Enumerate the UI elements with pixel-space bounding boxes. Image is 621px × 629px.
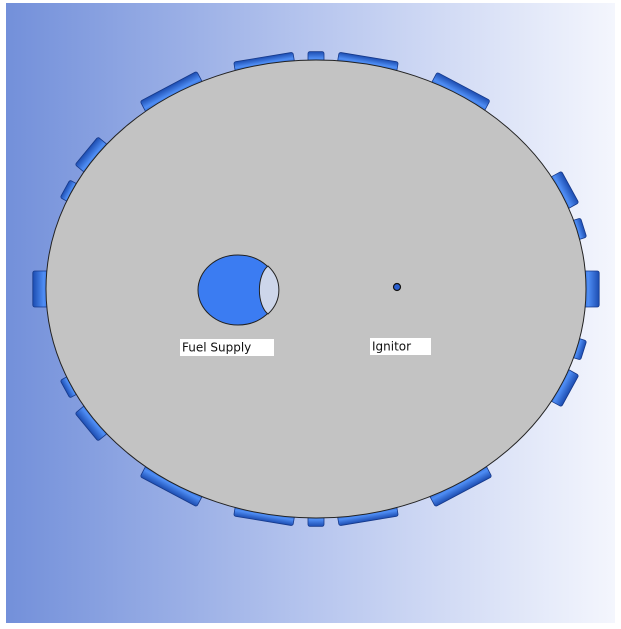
plate — [45, 59, 587, 519]
label-box — [370, 338, 431, 355]
ignitor-label: Ignitor — [372, 340, 411, 354]
fuel-supply-label: Fuel Supply — [182, 341, 251, 355]
label-box — [180, 339, 274, 356]
ignitor-hole — [392, 282, 402, 292]
fuel-hole-inner — [258, 265, 280, 315]
